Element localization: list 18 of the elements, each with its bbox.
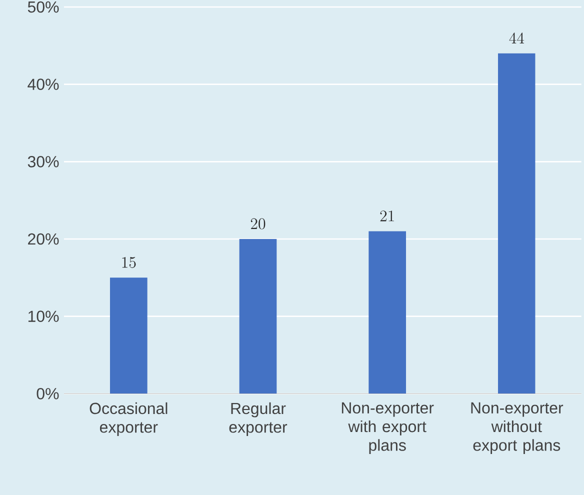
data-label: 20 <box>250 218 266 230</box>
bar <box>110 278 148 394</box>
x-tick-label: Occasional exporter <box>90 402 168 436</box>
x-tick-label: Regular exporter <box>229 402 288 436</box>
y-tick-label: 10% <box>28 310 59 322</box>
data-label: 15 <box>122 256 136 268</box>
x-tick-label: Non-exporter without export plans <box>471 402 564 454</box>
y-tick-label: 40% <box>28 78 59 90</box>
y-tick-label: 50% <box>28 1 59 13</box>
data-label: 44 <box>509 32 524 44</box>
x-tick-label: Non-exporter with export plans <box>342 402 434 454</box>
bar <box>239 239 277 394</box>
y-tick-label: 0% <box>36 388 59 400</box>
y-tick-label: 30% <box>28 156 59 168</box>
data-label: 21 <box>380 210 394 222</box>
bar <box>498 53 536 394</box>
y-tick-label: 20% <box>28 233 59 245</box>
bar <box>368 231 406 394</box>
